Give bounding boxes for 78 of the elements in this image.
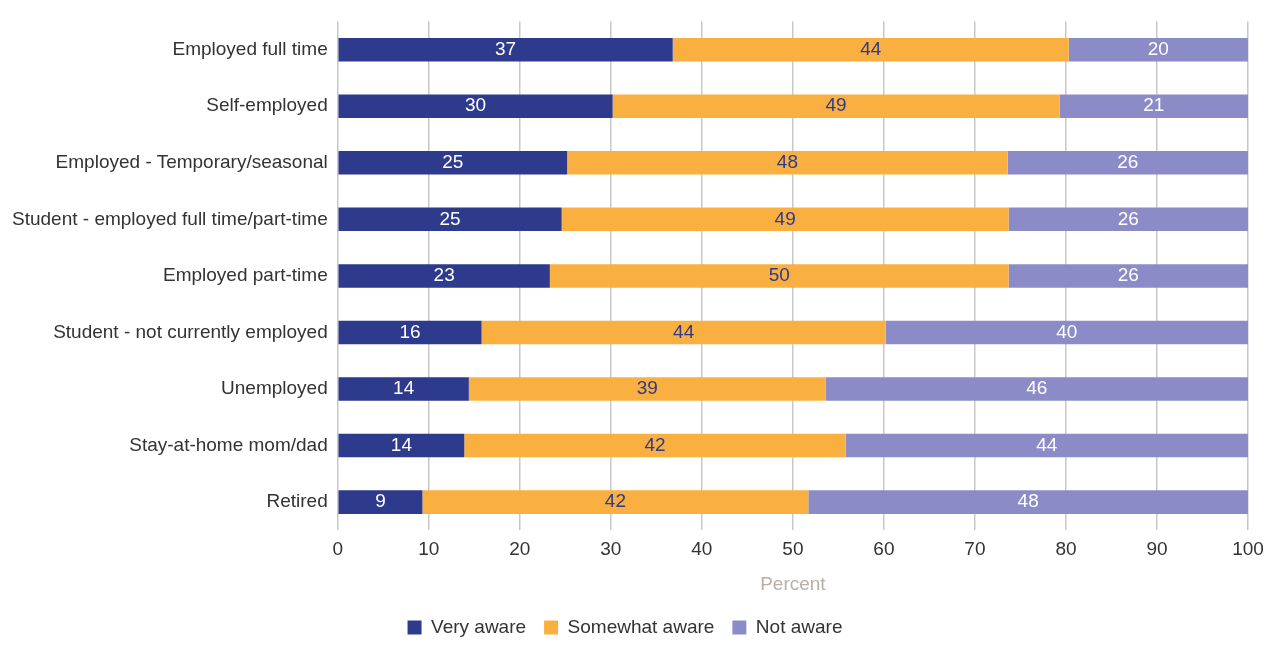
- bar: [338, 490, 423, 514]
- x-tick-label: 90: [1146, 538, 1168, 560]
- data-label: 26: [1117, 207, 1139, 229]
- data-label: 26: [1117, 264, 1139, 286]
- data-label: 25: [442, 151, 464, 173]
- bar: [567, 151, 1008, 175]
- bar: [338, 433, 465, 458]
- data-label: 42: [604, 490, 626, 512]
- legend-label: Not aware: [755, 615, 843, 637]
- bar: [468, 377, 826, 401]
- legend-label: Very aware: [431, 615, 527, 637]
- data-label: 21: [1143, 94, 1165, 116]
- x-tick-label: 20: [509, 538, 531, 560]
- y-tick-label: Self-employed: [206, 94, 328, 116]
- data-label: 16: [399, 320, 421, 342]
- x-tick-label: 10: [418, 538, 440, 560]
- y-tick-label: Stay-at-home mom/dad: [129, 433, 328, 455]
- bar: [464, 433, 846, 458]
- data-label: 20: [1147, 37, 1169, 59]
- bar: [549, 264, 1009, 288]
- bar: [808, 490, 1248, 514]
- x-tick-label: 50: [782, 538, 804, 560]
- x-tick-label: 100: [1232, 538, 1264, 560]
- data-label: 39: [636, 377, 658, 399]
- y-tick-label: Retired: [266, 490, 328, 512]
- data-label: 40: [1056, 320, 1078, 342]
- bar: [338, 320, 482, 345]
- data-label: 37: [495, 37, 517, 59]
- bar: [338, 264, 550, 288]
- y-tick-label: Unemployed: [221, 377, 328, 399]
- legend-label: Somewhat aware: [567, 615, 715, 637]
- y-tick-label: Employed full time: [172, 37, 328, 59]
- bar: [338, 94, 613, 118]
- bar: [672, 37, 1069, 62]
- bar: [1007, 151, 1248, 175]
- data-label: 42: [644, 433, 666, 455]
- data-label: 48: [776, 151, 798, 173]
- bar: [338, 37, 673, 62]
- data-label: 30: [465, 94, 487, 116]
- bar: [481, 320, 886, 345]
- data-label: 14: [390, 433, 413, 455]
- data-label: 9: [375, 490, 386, 512]
- data-label: 50: [768, 264, 790, 286]
- bar: [612, 94, 1060, 118]
- data-label: 46: [1026, 377, 1048, 399]
- data-label: 49: [825, 94, 847, 116]
- bar: [338, 377, 469, 401]
- x-tick-label: 40: [691, 538, 713, 560]
- bar: [561, 207, 1009, 232]
- bar: [422, 490, 809, 514]
- data-label: 23: [433, 264, 455, 286]
- bar: [1008, 264, 1248, 288]
- data-label: 44: [860, 37, 882, 59]
- bar: [338, 207, 562, 232]
- data-label: 48: [1017, 490, 1039, 512]
- y-tick-label: Employed part-time: [163, 264, 328, 286]
- bar: [1068, 37, 1248, 62]
- x-tick-label: 60: [873, 538, 895, 560]
- y-tick-label: Student - employed full time/part-time: [12, 207, 328, 229]
- bar: [825, 377, 1248, 401]
- x-tick-label: 30: [600, 538, 622, 560]
- bar: [1008, 207, 1248, 232]
- data-label: 14: [393, 377, 415, 399]
- bar: [845, 433, 1248, 458]
- x-tick-label: 80: [1055, 538, 1077, 560]
- bar: [338, 151, 568, 175]
- data-label: 49: [774, 207, 796, 229]
- y-tick-label: Employed - Temporary/seasonal: [55, 151, 328, 173]
- x-axis-title: Percent: [760, 572, 827, 594]
- data-label: 26: [1117, 151, 1139, 173]
- bar: [885, 320, 1248, 345]
- bar: [1059, 94, 1248, 118]
- data-label: 44: [673, 320, 695, 342]
- data-label: 44: [1036, 433, 1058, 455]
- x-tick-label: 70: [964, 538, 986, 560]
- y-tick-label: Student - not currently employed: [53, 320, 328, 342]
- x-tick-label: 0: [332, 538, 344, 560]
- data-label: 25: [439, 207, 461, 229]
